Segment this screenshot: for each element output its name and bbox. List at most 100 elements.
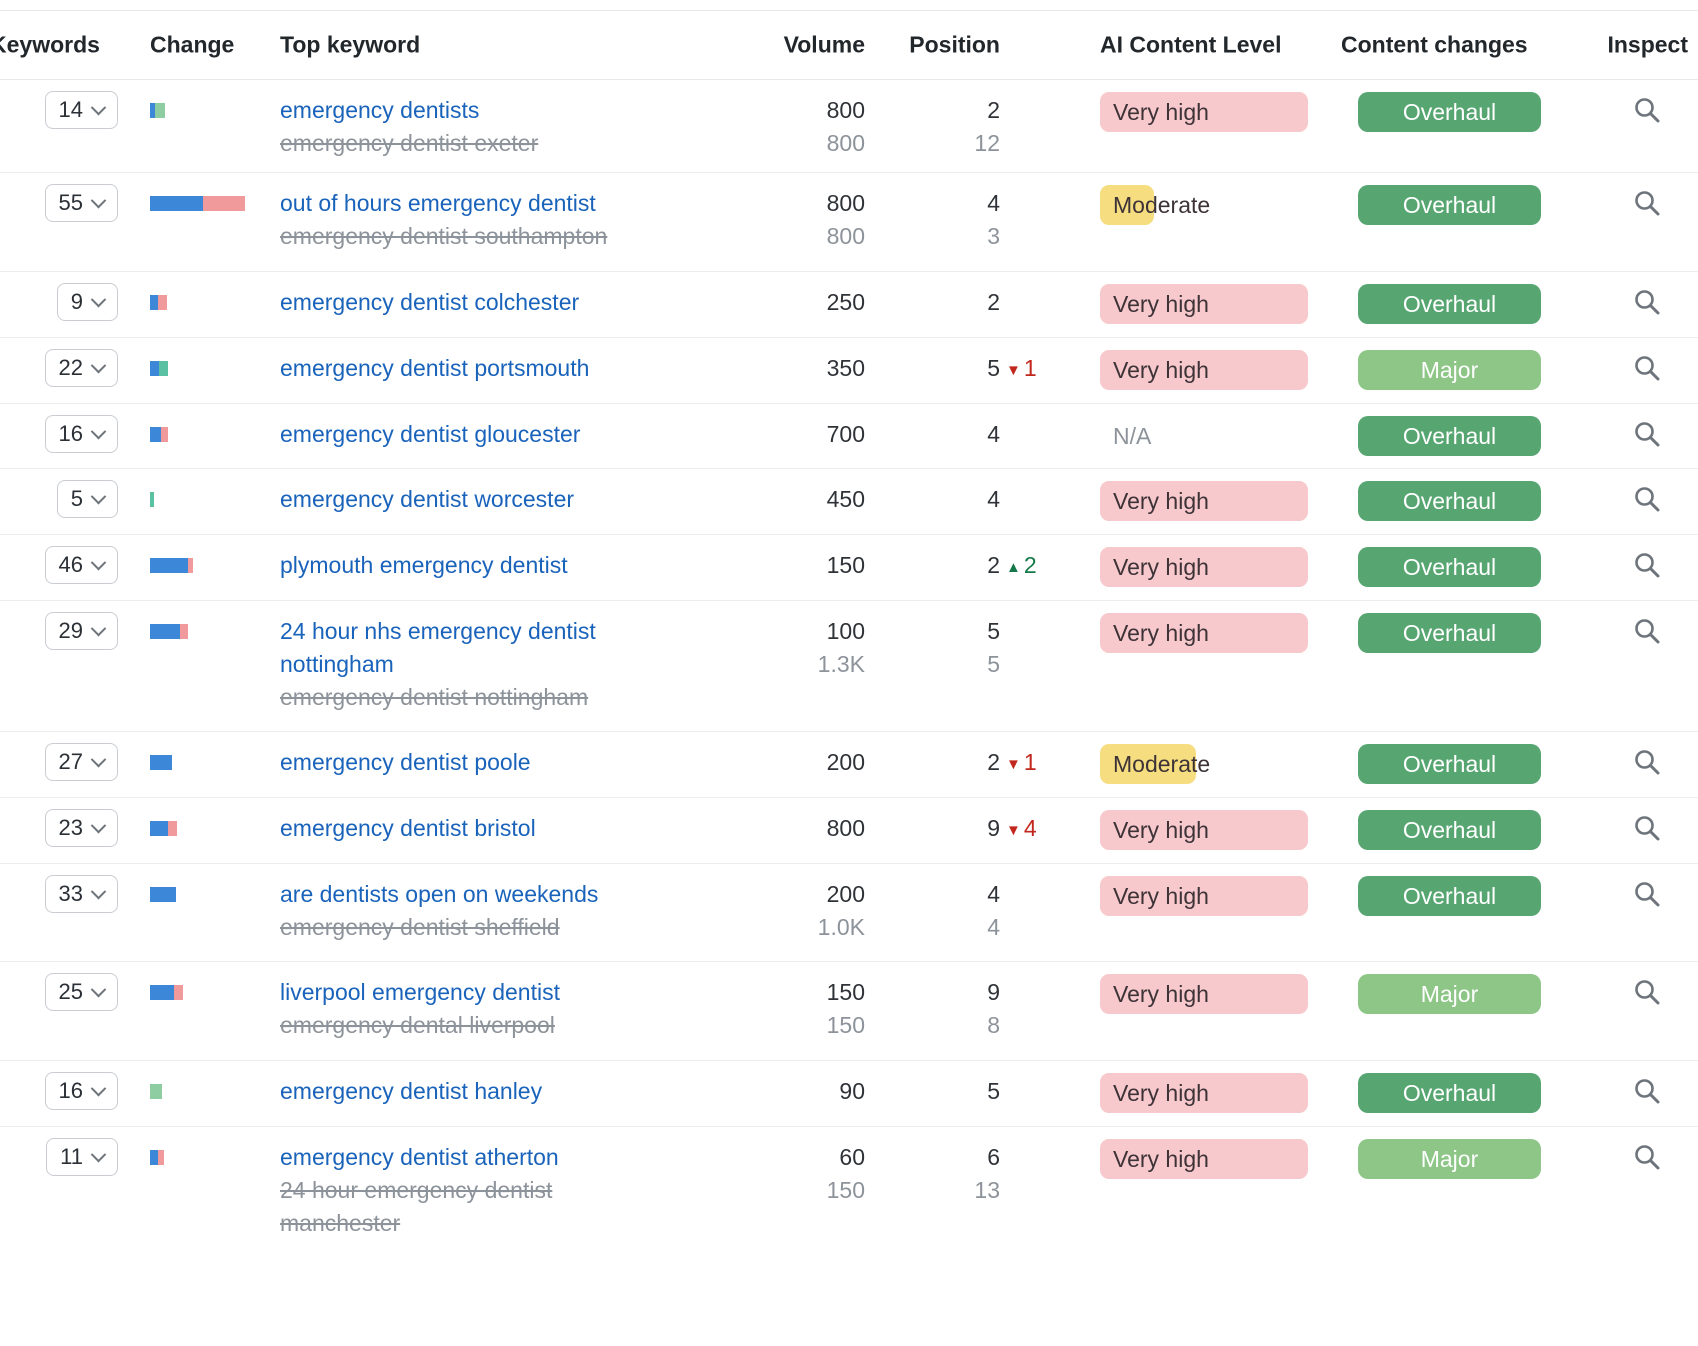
keywords-count-dropdown[interactable]: 25 bbox=[44, 973, 118, 1011]
keywords-count-dropdown[interactable]: 9 bbox=[56, 283, 118, 321]
top-keyword-link[interactable]: emergency dentist portsmouth bbox=[280, 355, 590, 381]
top-keyword-link[interactable]: out of hours emergency dentist bbox=[280, 190, 596, 216]
column-header-position: Position bbox=[909, 31, 1000, 58]
change-bar-segment bbox=[174, 985, 183, 1000]
change-bar-segment bbox=[158, 1150, 164, 1165]
ai-content-level-label: Very high bbox=[1113, 488, 1209, 514]
table-body: 14 emergency dentists emergency dentist … bbox=[0, 80, 1698, 1261]
inspect-magnifier-icon[interactable] bbox=[1632, 977, 1662, 1007]
position-value: 6 bbox=[987, 1144, 1000, 1170]
change-bar bbox=[150, 1084, 162, 1099]
table-row: 33 are dentists open on weekends emergen… bbox=[0, 864, 1698, 962]
change-bar bbox=[150, 821, 177, 836]
keywords-count-dropdown[interactable]: 55 bbox=[44, 184, 118, 222]
position-cell: 2 bbox=[880, 746, 1000, 779]
change-bar-segment bbox=[188, 558, 193, 573]
top-keyword-link[interactable]: are dentists open on weekends bbox=[280, 881, 599, 907]
change-bar-segment bbox=[150, 558, 188, 573]
position-secondary-value: 12 bbox=[974, 130, 1000, 156]
volume-cell: 800 800 bbox=[640, 94, 865, 160]
keywords-count-dropdown[interactable]: 27 bbox=[44, 743, 118, 781]
inspect-magnifier-icon[interactable] bbox=[1632, 550, 1662, 580]
volume-secondary-value: 800 bbox=[826, 223, 865, 249]
inspect-magnifier-icon[interactable] bbox=[1632, 747, 1662, 777]
secondary-keyword: emergency dentist sheffield bbox=[280, 914, 560, 940]
volume-cell: 700 bbox=[640, 418, 865, 451]
content-changes-badge: Overhaul bbox=[1358, 876, 1541, 916]
top-keyword-link[interactable]: liverpool emergency dentist bbox=[280, 979, 560, 1005]
ai-content-level-label: Very high bbox=[1113, 554, 1209, 580]
ai-content-level-label: Very high bbox=[1113, 357, 1209, 383]
change-bar bbox=[150, 558, 193, 573]
ai-content-level-badge: Very high bbox=[1100, 350, 1308, 390]
keywords-count-value: 5 bbox=[70, 486, 83, 511]
volume-value: 450 bbox=[826, 486, 865, 512]
keywords-count-value: 16 bbox=[58, 1078, 83, 1103]
change-bar-segment bbox=[180, 624, 188, 639]
table-row: 9 emergency dentist colchester 250 2 Ver… bbox=[0, 272, 1698, 338]
inspect-magnifier-icon[interactable] bbox=[1632, 188, 1662, 218]
keywords-count-value: 25 bbox=[58, 979, 83, 1004]
inspect-magnifier-icon[interactable] bbox=[1632, 95, 1662, 125]
position-secondary-value: 4 bbox=[987, 914, 1000, 940]
top-keyword-link[interactable]: 24 hour nhs emergency dentist nottingham bbox=[280, 618, 596, 677]
keywords-count-dropdown[interactable]: 5 bbox=[56, 480, 118, 518]
inspect-magnifier-icon[interactable] bbox=[1632, 353, 1662, 383]
top-keyword-link[interactable]: plymouth emergency dentist bbox=[280, 552, 568, 578]
table-row: 22 emergency dentist portsmouth 350 5 ▼ 1… bbox=[0, 338, 1698, 404]
top-keyword-link[interactable]: emergency dentist atherton bbox=[280, 1144, 559, 1170]
keywords-count-dropdown[interactable]: 29 bbox=[44, 612, 118, 650]
inspect-magnifier-icon[interactable] bbox=[1632, 287, 1662, 317]
keywords-count-dropdown[interactable]: 14 bbox=[44, 91, 118, 129]
volume-cell: 800 bbox=[640, 812, 865, 845]
inspect-magnifier-icon[interactable] bbox=[1632, 1142, 1662, 1172]
top-keyword-link[interactable]: emergency dentist worcester bbox=[280, 486, 575, 512]
top-keyword-cell: emergency dentist atherton 24 hour emerg… bbox=[280, 1141, 672, 1240]
keywords-count-dropdown[interactable]: 11 bbox=[46, 1138, 118, 1176]
ai-content-level-label: Very high bbox=[1113, 1146, 1209, 1172]
keywords-count-value: 11 bbox=[60, 1144, 83, 1169]
inspect-magnifier-icon[interactable] bbox=[1632, 813, 1662, 843]
top-keyword-link[interactable]: emergency dentist poole bbox=[280, 749, 531, 775]
volume-cell: 60 150 bbox=[640, 1141, 865, 1207]
position-cell: 2 12 bbox=[880, 94, 1000, 160]
top-keyword-cell: emergency dentist hanley bbox=[280, 1075, 672, 1108]
keywords-count-dropdown[interactable]: 16 bbox=[44, 1072, 118, 1110]
inspect-magnifier-icon[interactable] bbox=[1632, 1076, 1662, 1106]
volume-value: 200 bbox=[826, 881, 865, 907]
keywords-count-dropdown[interactable]: 22 bbox=[44, 349, 118, 387]
position-change-indicator: ▼ 4 bbox=[1006, 812, 1037, 848]
table-row: 16 emergency dentist gloucester 700 4 N/… bbox=[0, 404, 1698, 469]
column-header-volume: Volume bbox=[783, 31, 865, 58]
ai-content-level-badge: Very high bbox=[1100, 284, 1308, 324]
inspect-magnifier-icon[interactable] bbox=[1632, 419, 1662, 449]
chevron-down-icon bbox=[90, 883, 107, 899]
keywords-count-value: 55 bbox=[58, 190, 83, 215]
keywords-count-dropdown[interactable]: 33 bbox=[44, 875, 118, 913]
top-keyword-link[interactable]: emergency dentist gloucester bbox=[280, 421, 581, 447]
change-bar bbox=[150, 985, 183, 1000]
table-row: 25 liverpool emergency dentist emergency… bbox=[0, 962, 1698, 1061]
volume-cell: 100 1.3K bbox=[640, 615, 865, 681]
keywords-count-value: 46 bbox=[58, 552, 83, 577]
ai-content-level-fill bbox=[1100, 974, 1308, 1014]
change-bar-segment bbox=[150, 1150, 158, 1165]
change-bar-segment bbox=[155, 103, 165, 118]
position-value: 4 bbox=[987, 421, 1000, 447]
position-cell: 6 13 bbox=[880, 1141, 1000, 1207]
position-value: 4 bbox=[987, 881, 1000, 907]
top-keyword-link[interactable]: emergency dentist hanley bbox=[280, 1078, 543, 1104]
top-keyword-link[interactable]: emergency dentist bristol bbox=[280, 815, 536, 841]
top-keyword-link[interactable]: emergency dentist colchester bbox=[280, 289, 580, 315]
inspect-magnifier-icon[interactable] bbox=[1632, 484, 1662, 514]
inspect-magnifier-icon[interactable] bbox=[1632, 879, 1662, 909]
keywords-count-dropdown[interactable]: 23 bbox=[44, 809, 118, 847]
column-header-keywords: Keywords bbox=[0, 31, 100, 58]
inspect-magnifier-icon[interactable] bbox=[1632, 616, 1662, 646]
keywords-count-dropdown[interactable]: 46 bbox=[44, 546, 118, 584]
keywords-count-dropdown[interactable]: 16 bbox=[44, 415, 118, 453]
secondary-keyword: emergency dentist southampton bbox=[280, 223, 608, 249]
top-keyword-link[interactable]: emergency dentists bbox=[280, 97, 480, 123]
volume-cell: 90 bbox=[640, 1075, 865, 1108]
